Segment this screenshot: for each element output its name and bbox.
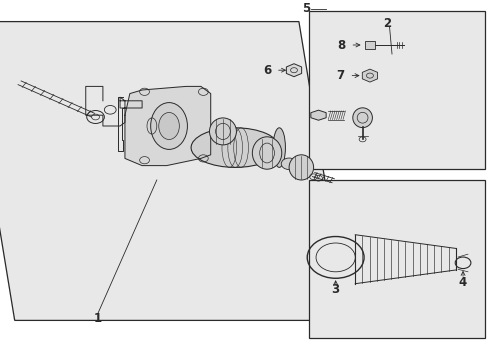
Text: 7: 7: [337, 69, 344, 82]
Bar: [365, 41, 375, 49]
Bar: [309, 11, 485, 169]
Text: 4: 4: [459, 276, 467, 289]
Circle shape: [281, 158, 297, 170]
Text: 6: 6: [263, 64, 271, 77]
Text: 1: 1: [94, 312, 102, 325]
Ellipse shape: [151, 103, 187, 149]
Ellipse shape: [289, 155, 314, 180]
Polygon shape: [311, 110, 326, 120]
Ellipse shape: [210, 118, 237, 145]
Ellipse shape: [273, 128, 285, 167]
Text: 8: 8: [338, 39, 345, 51]
Text: 2: 2: [383, 17, 391, 30]
Ellipse shape: [252, 137, 282, 169]
Ellipse shape: [353, 108, 372, 128]
Bar: [309, 180, 485, 338]
Ellipse shape: [191, 128, 279, 167]
Text: 3: 3: [332, 283, 340, 296]
Polygon shape: [286, 64, 302, 77]
Polygon shape: [362, 69, 378, 82]
Text: 5: 5: [302, 2, 310, 15]
Ellipse shape: [159, 112, 179, 140]
Polygon shape: [0, 22, 348, 320]
Polygon shape: [125, 86, 211, 166]
